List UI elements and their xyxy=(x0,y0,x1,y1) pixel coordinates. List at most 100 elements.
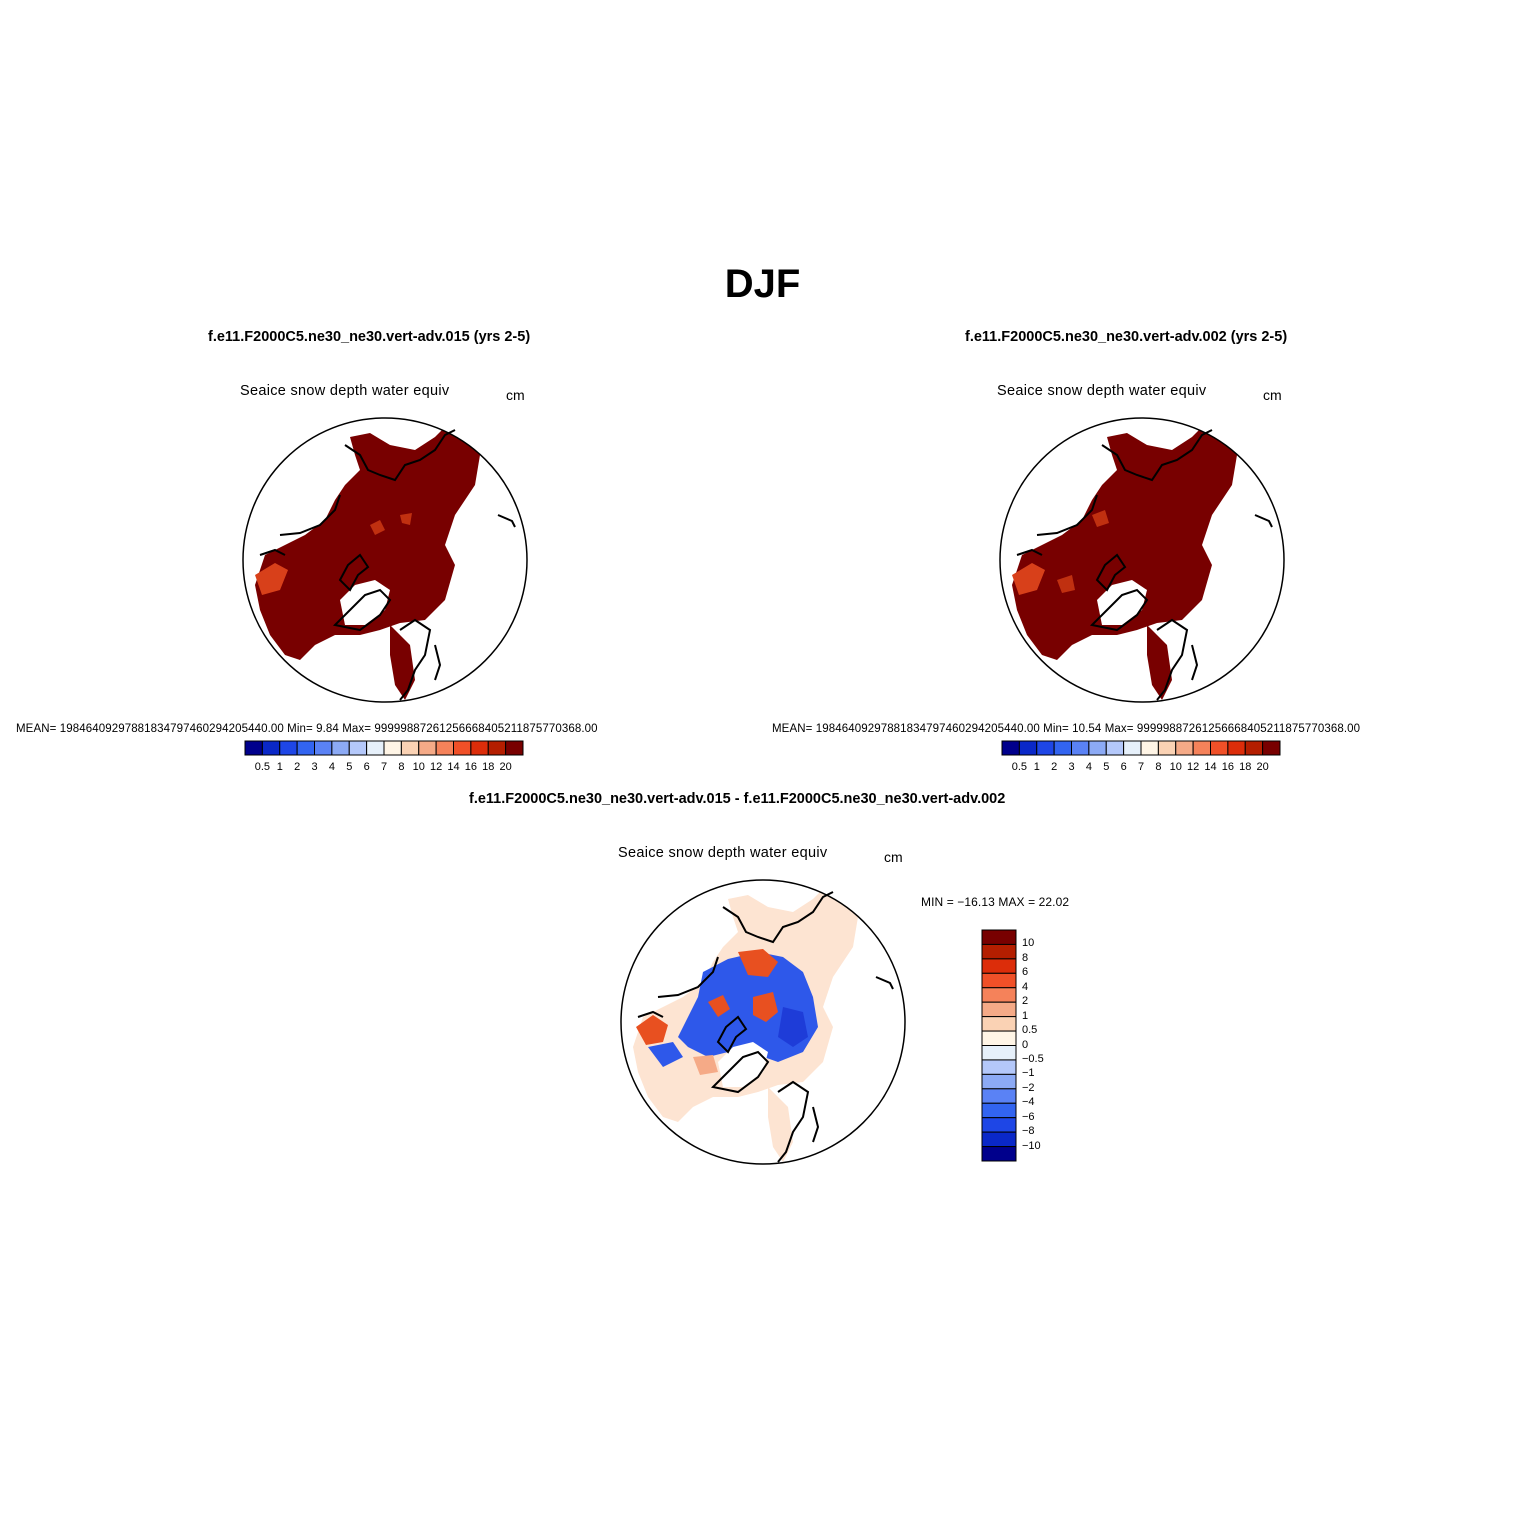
left-stats: MEAN= 19846409297881834797460294205440.0… xyxy=(16,723,598,735)
right-colorbar-box xyxy=(1262,740,1281,756)
diff-colorbar-box xyxy=(981,943,1017,960)
left-colorbar-tick-label: 18 xyxy=(482,761,495,773)
right-map-field xyxy=(1012,425,1237,700)
diff-colorbar-tick-label: −2 xyxy=(1022,1081,1035,1094)
diff-colorbar-box xyxy=(981,1045,1017,1061)
right-colorbar-tick-label: 16 xyxy=(1221,761,1234,773)
diff-colorbar-tick-label: −0.5 xyxy=(1022,1052,1044,1065)
left-colorbar-box xyxy=(279,740,298,756)
diff-polar-map xyxy=(620,879,906,1165)
right-colorbar-box xyxy=(1192,740,1211,756)
diff-colorbar-tick-label: 2 xyxy=(1022,995,1029,1008)
right-panel-title: f.e11.F2000C5.ne30_ne30.vert-adv.002 (yr… xyxy=(965,329,1288,345)
right-colorbar-tick-label: 18 xyxy=(1239,761,1252,773)
left-colorbar-box xyxy=(314,740,333,756)
diff-stats: MIN = −16.13 MAX = 22.02 xyxy=(921,895,1070,909)
left-colorbar xyxy=(244,740,524,756)
diff-panel-title: f.e11.F2000C5.ne30_ne30.vert-adv.015 - f… xyxy=(469,791,1006,807)
left-colorbar-box xyxy=(261,740,281,756)
right-colorbar-box xyxy=(1088,740,1107,756)
diff-colorbar-box xyxy=(981,929,1017,945)
right-colorbar-box xyxy=(1053,740,1072,756)
diff-colorbar-box xyxy=(981,958,1017,974)
right-colorbar-tick-label: 10 xyxy=(1169,761,1182,773)
right-variable-title: Seaice snow depth water equiv xyxy=(997,383,1207,399)
right-colorbar-box xyxy=(1244,740,1264,756)
left-colorbar-box xyxy=(487,740,507,756)
right-colorbar-box xyxy=(1227,740,1246,756)
right-colorbar-tick-label: 0.5 xyxy=(1011,761,1028,773)
diff-colorbar-tick-label: −4 xyxy=(1022,1096,1035,1109)
left-colorbar-tick-label: 16 xyxy=(464,761,477,773)
left-colorbar-tick-label: 1 xyxy=(276,761,283,773)
right-colorbar-tick-label: 2 xyxy=(1051,761,1058,773)
diff-colorbar-box xyxy=(981,1059,1017,1075)
left-map-boundary xyxy=(242,417,528,703)
diff-colorbar-tick-label: 0 xyxy=(1022,1038,1029,1051)
left-colorbar-box xyxy=(505,740,524,756)
right-colorbar-tick-label: 14 xyxy=(1204,761,1217,773)
right-colorbar-box xyxy=(1157,740,1177,756)
diff-colorbar-tick-label: 4 xyxy=(1022,980,1029,993)
left-colorbar-tick-label: 0.5 xyxy=(254,761,271,773)
right-colorbar-tick-label: 7 xyxy=(1137,761,1145,773)
left-colorbar-tick-label: 8 xyxy=(398,761,405,773)
diff-map-boundary xyxy=(620,879,906,1165)
diff-colorbar-box xyxy=(981,1088,1017,1104)
figure-title: DJF xyxy=(724,262,801,306)
right-colorbar-tick-label: 20 xyxy=(1256,761,1269,773)
left-colorbar-box xyxy=(383,740,402,756)
right-colorbar xyxy=(1001,740,1281,756)
diff-colorbar-box xyxy=(981,1001,1017,1018)
right-colorbar-tick-label: 1 xyxy=(1033,761,1040,773)
left-colorbar-tick-label: 6 xyxy=(363,761,370,773)
left-colorbar-box xyxy=(331,740,350,756)
diff-variable-title: Seaice snow depth water equiv xyxy=(618,845,828,861)
left-panel-title: f.e11.F2000C5.ne30_ne30.vert-adv.015 (yr… xyxy=(208,329,531,345)
diff-colorbar-box xyxy=(981,1146,1017,1162)
left-polar-map xyxy=(242,417,528,703)
left-colorbar-box xyxy=(348,740,368,756)
left-map-field xyxy=(255,425,480,700)
diff-colorbar-box xyxy=(981,1117,1017,1133)
diff-colorbar-tick-label: 10 xyxy=(1022,937,1035,950)
right-colorbar-tick-label: 4 xyxy=(1085,761,1092,773)
left-colorbar-tick-label: 12 xyxy=(430,761,443,773)
right-colorbar-box xyxy=(1001,740,1020,756)
right-colorbar-tick-label: 12 xyxy=(1187,761,1200,773)
left-colorbar-box xyxy=(470,740,489,756)
left-colorbar-tick-label: 2 xyxy=(294,761,301,773)
diff-colorbar-box xyxy=(981,1102,1017,1119)
right-colorbar-box xyxy=(1071,740,1090,756)
left-colorbar-tick-label: 14 xyxy=(447,761,460,773)
left-colorbar-tick-label: 4 xyxy=(328,761,335,773)
left-units: cm xyxy=(506,387,525,403)
right-polar-map xyxy=(999,417,1285,703)
diff-colorbar-tick-label: −6 xyxy=(1022,1110,1035,1123)
left-colorbar-box xyxy=(400,740,420,756)
right-stats: MEAN= 19846409297881834797460294205440.0… xyxy=(772,723,1361,735)
left-colorbar-box xyxy=(296,740,315,756)
right-colorbar-tick-label: 6 xyxy=(1120,761,1127,773)
left-colorbar-tick-label: 10 xyxy=(412,761,425,773)
left-colorbar-tick-label: 5 xyxy=(346,761,353,773)
diff-colorbar-box xyxy=(981,972,1017,989)
right-colorbar-box xyxy=(1036,740,1055,756)
diff-colorbar-tick-label: 8 xyxy=(1022,951,1029,964)
right-map-boundary xyxy=(999,417,1285,703)
diff-colorbar-tick-label: −8 xyxy=(1022,1125,1035,1138)
diff-colorbar xyxy=(981,929,1017,1162)
left-colorbar-labels: 0.5 1 2 3 4 5 6 7 8 10 12 14 16 18 20 xyxy=(244,761,526,775)
left-variable-title: Seaice snow depth water equiv xyxy=(240,383,450,399)
diff-colorbar-labels: 10 8 6 4 2 1 0.5 0 −0.5 −1 −2 −4 −6 −8 −10 xyxy=(1022,929,1082,1162)
left-colorbar-box xyxy=(453,740,472,756)
left-colorbar-box xyxy=(244,740,263,756)
left-colorbar-box xyxy=(418,740,437,756)
right-colorbar-box xyxy=(1123,740,1142,756)
diff-colorbar-tick-label: 0.5 xyxy=(1022,1024,1038,1037)
right-colorbar-box xyxy=(1175,740,1194,756)
left-colorbar-tick-label: 3 xyxy=(311,761,318,773)
right-colorbar-box xyxy=(1105,740,1125,756)
diff-map-field xyxy=(633,887,858,1162)
right-units: cm xyxy=(1263,387,1282,403)
